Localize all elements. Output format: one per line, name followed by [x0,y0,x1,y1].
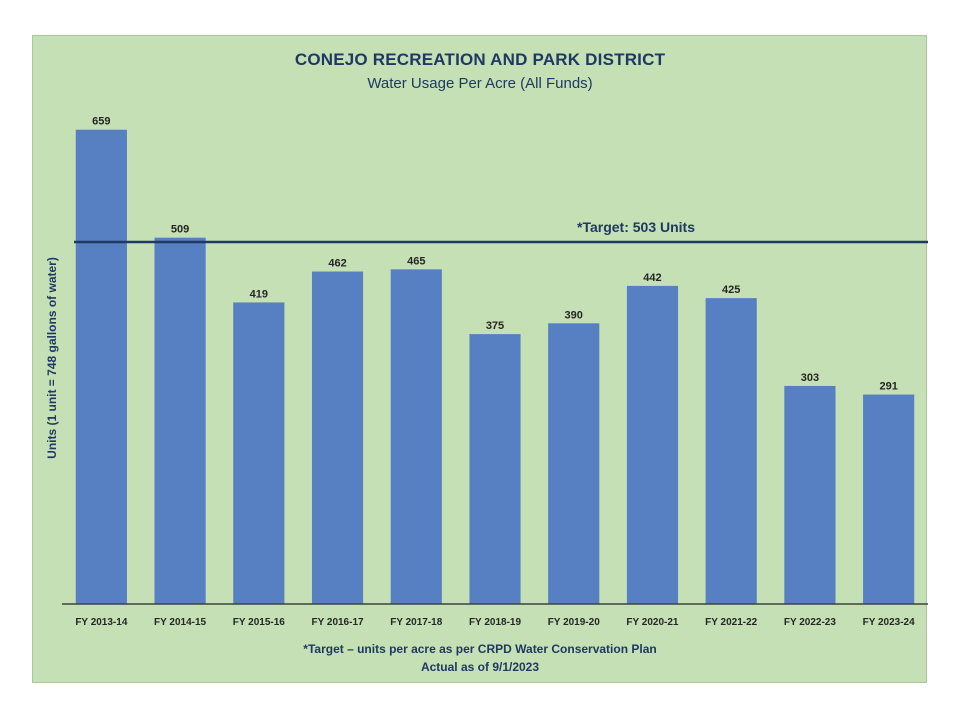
value-label-fy-2017-18: 465 [407,255,425,267]
x-tick-label-fy-2018-19: FY 2018-19 [469,617,522,628]
value-label-fy-2015-16: 419 [250,288,268,300]
chart-subtitle: Water Usage Per Acre (All Funds) [367,75,593,92]
x-tick-labels-group: FY 2013-14 FY 2014-15 FY 2015-16 FY 2016-17… [75,617,915,628]
x-tick-label-fy-2023-24: FY 2023-24 [863,617,916,628]
value-label-fy-2021-22: 425 [722,284,740,296]
bar-fy-2021-22 [705,298,757,604]
bar-fy-2018-19 [469,334,521,604]
footnote-actual-date: Actual as of 9/1/2023 [420,660,540,674]
bar-fy-2023-24 [863,394,915,604]
x-tick-label-fy-2014-15: FY 2014-15 [154,617,207,628]
value-label-fy-2013-14: 659 [92,116,110,128]
value-label-fy-2023-24: 291 [879,381,897,393]
x-tick-label-fy-2019-20: FY 2019-20 [548,617,601,628]
value-label-fy-2020-21: 442 [643,272,661,284]
bars-group [75,129,915,604]
x-tick-label-fy-2013-14: FY 2013-14 [75,617,128,628]
bar-fy-2014-15 [154,237,206,604]
value-label-fy-2014-15: 509 [171,224,189,236]
bar-fy-2019-20 [548,323,600,604]
value-label-fy-2019-20: 390 [565,309,583,321]
x-tick-label-fy-2021-22: FY 2021-22 [705,617,758,628]
bar-fy-2022-23 [784,385,836,604]
bar-fy-2015-16 [233,302,285,604]
x-tick-label-fy-2015-16: FY 2015-16 [233,617,286,628]
value-label-fy-2018-19: 375 [486,320,504,332]
target-label: *Target: 503 Units [577,219,695,235]
bar-fy-2017-18 [390,269,442,604]
bar-fy-2020-21 [626,285,679,604]
bar-fy-2013-14 [75,129,127,604]
value-label-fy-2022-23: 303 [801,372,819,384]
value-labels-group: 659 509 419 462 465 375 390 442 425 303 291 [92,116,898,393]
bar-fy-2016-17 [311,271,364,604]
x-tick-label-fy-2020-21: FY 2020-21 [626,617,679,628]
footnote-target: *Target – units per acre as per CRPD Wat… [303,642,657,656]
chart-title: CONEJO RECREATION AND PARK DISTRICT [294,50,666,69]
value-label-fy-2016-17: 462 [328,258,346,270]
x-tick-label-fy-2017-18: FY 2017-18 [390,617,443,628]
x-tick-label-fy-2022-23: FY 2022-23 [784,617,837,628]
x-tick-label-fy-2016-17: FY 2016-17 [312,617,365,628]
